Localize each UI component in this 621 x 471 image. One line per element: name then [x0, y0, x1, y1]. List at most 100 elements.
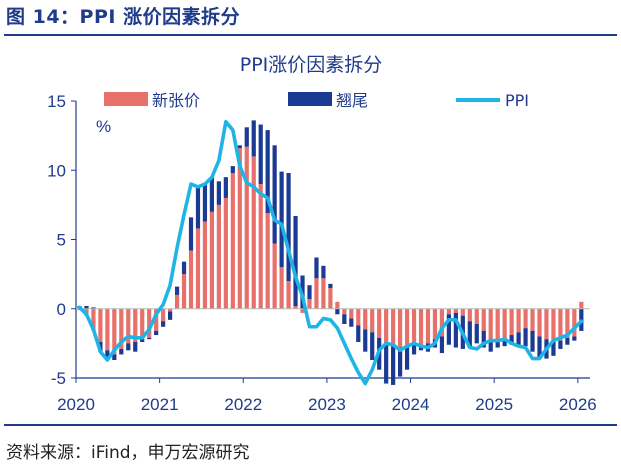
y-axis-unit: % [96, 117, 111, 136]
bar-carryover [223, 177, 228, 198]
bar-carryover [537, 336, 542, 359]
bar-carryover [516, 332, 521, 347]
bar-new-rise [516, 308, 521, 333]
bar-new-rise [119, 308, 124, 349]
bar-new-rise [328, 287, 333, 309]
bar-new-rise [342, 308, 347, 315]
bar-carryover [216, 181, 221, 205]
figure-title: 图 14：PPI 涨价因素拆分 [6, 6, 241, 28]
bar-carryover [133, 341, 138, 352]
bar-carryover [251, 120, 256, 157]
footer-rule [4, 424, 617, 426]
y-tick-label: 10 [47, 161, 66, 180]
bar-new-rise [453, 308, 458, 313]
bar-carryover [439, 336, 445, 354]
bar-carryover [293, 215, 298, 306]
bar-carryover [572, 336, 577, 341]
bar-carryover [384, 343, 389, 384]
bar-carryover [230, 166, 235, 174]
x-tick-label: 2023 [308, 395, 346, 414]
bar-new-rise [398, 308, 403, 348]
bar-new-rise [474, 308, 479, 324]
bar-new-rise [244, 146, 249, 309]
bar-carryover [321, 265, 326, 279]
bar-carryover [202, 184, 208, 222]
bar-new-rise [251, 156, 256, 309]
bar-carryover [279, 171, 284, 268]
y-tick-label: 15 [47, 92, 66, 111]
bar-new-rise [286, 281, 291, 309]
bar-carryover [488, 339, 493, 352]
x-tick-label: 2025 [475, 395, 513, 414]
bar-new-rise [446, 308, 451, 315]
bar-new-rise [391, 308, 396, 345]
bar-carryover [84, 305, 89, 309]
bar-carryover [530, 330, 535, 352]
bar-new-rise [363, 308, 368, 330]
bar-new-rise [551, 308, 556, 342]
x-tick-label: 2026 [559, 395, 597, 414]
bar-carryover [119, 348, 124, 355]
bar-carryover [551, 341, 556, 356]
bar-new-rise [523, 308, 528, 329]
bar-carryover [286, 173, 291, 282]
bar-carryover [168, 311, 173, 320]
legend-swatch-new-rise [104, 92, 148, 106]
bar-new-rise [112, 308, 117, 355]
bar-carryover [161, 321, 166, 327]
bar-series [77, 120, 584, 385]
bar-carryover [195, 186, 201, 229]
bar-new-rise [237, 148, 242, 309]
bar-new-rise [425, 308, 431, 344]
bar-new-rise [544, 308, 549, 340]
bar-new-rise [537, 308, 542, 337]
y-tick-label: 5 [57, 231, 66, 250]
bar-new-rise [530, 308, 535, 331]
bar-carryover [91, 307, 96, 309]
axes: -5 0 5 10 15 2020 2021 2022 2023 2024 2025 2026 [47, 92, 597, 414]
bar-carryover [126, 343, 131, 351]
bar-new-rise [168, 308, 173, 312]
bar-new-rise [188, 250, 194, 309]
bar-new-rise [432, 308, 438, 340]
bar-new-rise [509, 308, 514, 336]
x-tick-label: 2021 [141, 395, 179, 414]
bar-carryover [147, 337, 152, 340]
bar-new-rise [209, 211, 215, 309]
bar-carryover [209, 177, 215, 212]
bar-new-rise [140, 308, 145, 340]
bar-carryover [237, 145, 242, 149]
bar-new-rise [147, 308, 152, 338]
bar-new-rise [579, 301, 584, 309]
legend-swatch-carryover [288, 92, 332, 106]
chart-title: PPI涨价因素拆分 [240, 54, 383, 76]
bar-carryover [174, 286, 180, 295]
bar-new-rise [502, 308, 507, 338]
bar-carryover [523, 328, 528, 347]
bar-new-rise [384, 308, 389, 344]
bar-carryover [363, 329, 368, 352]
x-tick-label: 2020 [57, 395, 95, 414]
bar-new-rise [216, 204, 221, 309]
bar-new-rise [223, 197, 228, 309]
bar-new-rise [300, 308, 305, 313]
bar-carryover [398, 347, 403, 377]
bar-new-rise [307, 299, 312, 309]
bar-carryover [565, 337, 570, 345]
bar-carryover [112, 354, 117, 360]
bar-new-rise [467, 308, 472, 322]
y-tick-label: -5 [51, 369, 66, 388]
bar-new-rise [565, 308, 570, 338]
bar-carryover [307, 285, 312, 300]
bar-carryover [105, 350, 110, 360]
bar-new-rise [98, 308, 103, 342]
bar-new-rise [495, 308, 500, 342]
bar-new-rise [411, 308, 417, 344]
legend-label-ppi: PPI [505, 91, 529, 110]
bar-new-rise [279, 267, 284, 309]
bar-new-rise [460, 308, 465, 316]
bar-new-rise [161, 308, 166, 322]
bar-new-rise [321, 278, 326, 309]
bar-carryover [272, 145, 277, 244]
